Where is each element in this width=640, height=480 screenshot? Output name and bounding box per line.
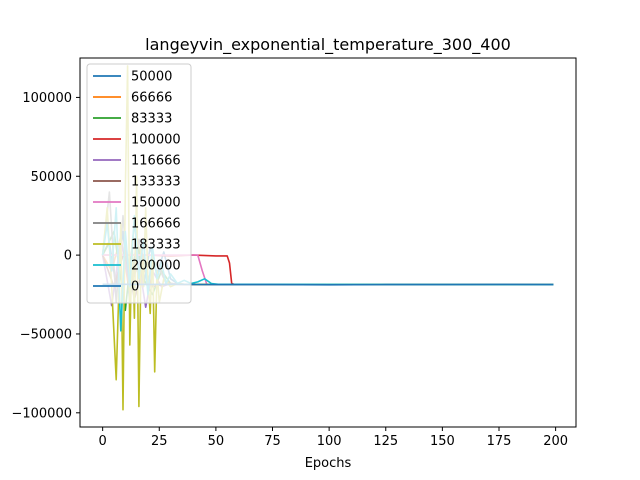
y-axis: −100000 −50000 0 50000 100000 xyxy=(11,91,80,421)
legend: 50000 66666 83333 100000 116666 133333 150000 1… xyxy=(86,63,192,304)
x-tick-label: 125 xyxy=(373,434,398,449)
x-tick-label: 50 xyxy=(208,434,225,449)
y-tick-label: −50000 xyxy=(20,327,72,342)
plot-frame xyxy=(79,57,577,428)
y-tick-label: 0 xyxy=(64,249,72,264)
legend-label: 50000 xyxy=(131,70,172,85)
legend-label: 0 xyxy=(131,280,139,295)
x-tick-label: 150 xyxy=(430,434,455,449)
legend-label: 150000 xyxy=(131,196,181,211)
x-tick-label: 100 xyxy=(317,434,342,449)
y-tick-label: 50000 xyxy=(31,170,72,185)
legend-label: 133333 xyxy=(131,175,181,190)
legend-label: 166666 xyxy=(131,217,181,232)
y-tick-label: 100000 xyxy=(22,91,72,106)
legend-label: 183333 xyxy=(131,238,181,253)
y-tick-label: −100000 xyxy=(11,406,72,421)
x-tick-label: 200 xyxy=(543,434,568,449)
x-tick-label: 75 xyxy=(264,434,281,449)
legend-label: 83333 xyxy=(131,112,172,127)
x-axis: 0 25 50 75 100 125 150 175 200 xyxy=(99,427,568,449)
x-tick-label: 0 xyxy=(99,434,107,449)
x-tick-label: 25 xyxy=(151,434,168,449)
x-tick-label: 175 xyxy=(487,434,512,449)
legend-label: 66666 xyxy=(131,91,172,106)
legend-label: 116666 xyxy=(131,154,181,169)
legend-label: 200000 xyxy=(131,259,181,274)
x-axis-label: Epochs xyxy=(305,456,352,471)
legend-label: 100000 xyxy=(131,133,181,148)
chart-title: langeyvin_exponential_temperature_300_40… xyxy=(145,35,511,55)
